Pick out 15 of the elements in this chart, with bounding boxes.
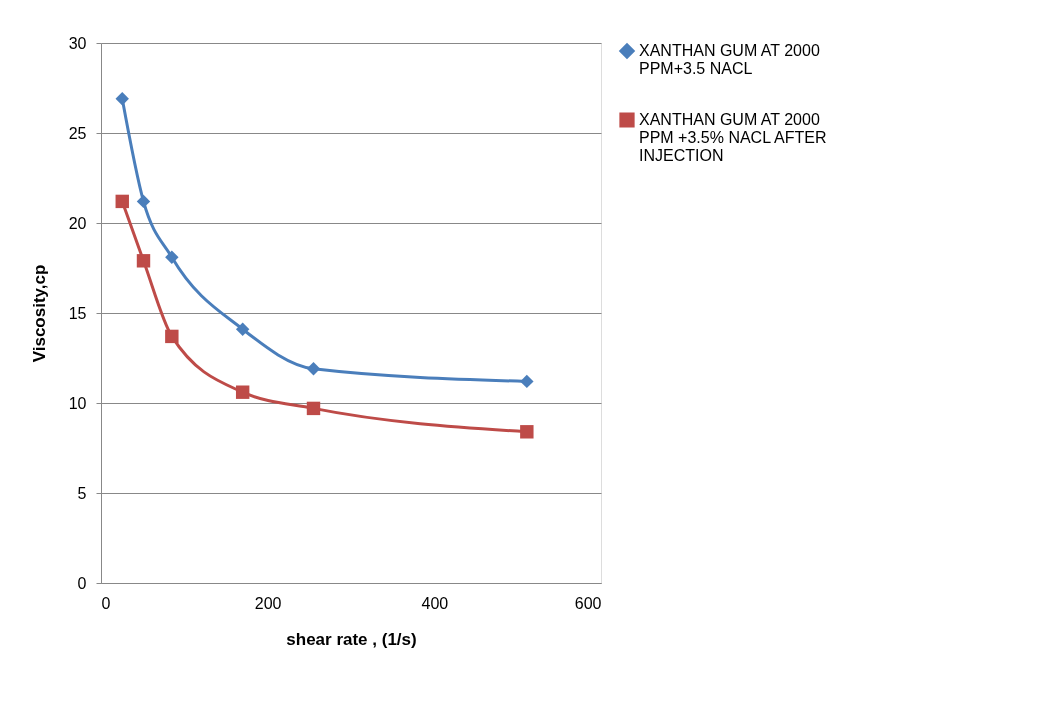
x-axis-title: shear rate , (1/s) bbox=[286, 629, 417, 649]
y-tick-label: 25 bbox=[68, 124, 87, 142]
x-tick-label: 0 bbox=[101, 594, 111, 612]
y-tick-label: 20 bbox=[68, 214, 87, 232]
legend-label: XANTHAN GUM AT 2000 PPM+3.5 NACL bbox=[639, 42, 820, 77]
x-tick-label: 600 bbox=[574, 594, 602, 612]
y-tick-label: 10 bbox=[68, 394, 87, 412]
y-axis-title: Viscosity,cp bbox=[29, 264, 49, 363]
y-tick-label: 0 bbox=[77, 574, 87, 592]
x-tick-label: 200 bbox=[254, 594, 282, 612]
y-tick-label: 15 bbox=[68, 304, 87, 322]
y-tick-label: 30 bbox=[68, 34, 87, 52]
y-tick-label: 5 bbox=[77, 484, 87, 502]
x-tick-label: 400 bbox=[421, 594, 449, 612]
legend-label: XANTHAN GUM AT 2000 PPM +3.5% NACL AFTER INJECTION bbox=[639, 111, 827, 164]
